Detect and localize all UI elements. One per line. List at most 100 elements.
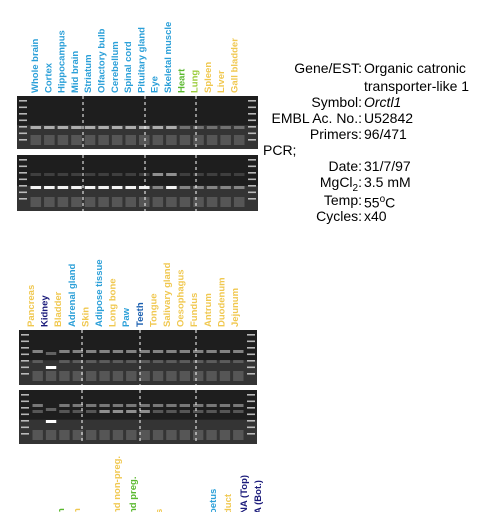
- ladder-band: [247, 426, 255, 429]
- lane-label: Paw: [121, 307, 132, 327]
- band: [72, 404, 83, 407]
- band: [220, 186, 231, 189]
- ladder-band: [21, 353, 29, 356]
- ladder-band: [21, 394, 29, 396]
- ladder-band: [19, 139, 27, 141]
- mgcl-value: 3.5 mM: [364, 174, 411, 190]
- lane-label: A (Bot.): [253, 480, 264, 512]
- band: [44, 126, 55, 129]
- lane-smear: [193, 197, 204, 207]
- band: [57, 173, 69, 176]
- band: [98, 173, 109, 176]
- lane-smear: [166, 135, 177, 145]
- lane-label: Duodenum: [216, 277, 227, 327]
- lane-label: Heart: [176, 68, 187, 93]
- lane-smear: [112, 371, 124, 381]
- band: [152, 173, 164, 176]
- band: [72, 410, 83, 413]
- lane-label: duct: [223, 493, 234, 512]
- band: [126, 404, 137, 407]
- band: [112, 404, 124, 407]
- ladder-band: [21, 400, 29, 403]
- band: [233, 410, 244, 413]
- lane-smear: [179, 197, 191, 207]
- lane-smear: [152, 135, 164, 145]
- ladder-band: [19, 159, 27, 161]
- lane-smear: [86, 430, 97, 440]
- ladder-band: [19, 172, 27, 174]
- ladder-band: [21, 420, 29, 422]
- lane-label: Tongue: [148, 293, 159, 327]
- lane-smear: [193, 135, 204, 145]
- lane-label: Oesophagus: [176, 269, 187, 327]
- ladder-band: [19, 191, 27, 194]
- ladder-band: [21, 433, 29, 435]
- lane-smear: [166, 371, 177, 381]
- lane-label: Spinal cord: [123, 41, 134, 93]
- band: [233, 404, 244, 407]
- lane-label: Liver: [216, 70, 227, 93]
- lane-smear: [152, 430, 164, 440]
- band: [139, 186, 150, 189]
- lane-smear: [44, 197, 55, 207]
- lane-label: Kidney: [40, 295, 51, 327]
- band: [99, 350, 110, 353]
- band: [86, 404, 97, 407]
- band: [206, 173, 218, 176]
- band: [152, 404, 164, 407]
- temp-value: 55oC: [364, 192, 395, 211]
- band: [112, 410, 124, 413]
- lane-smear: [179, 430, 190, 440]
- lane-label: Salivary gland: [162, 262, 173, 327]
- lane-label: Skin: [80, 307, 91, 327]
- lane-smear: [193, 430, 204, 440]
- lane-smear: [72, 371, 83, 381]
- lane-smear: [139, 430, 150, 440]
- lane-label: Striatum: [83, 54, 94, 93]
- ladder-band: [247, 420, 255, 422]
- lane-smear: [139, 197, 150, 207]
- ladder-band: [247, 360, 255, 362]
- date-value: 31/7/97: [364, 158, 411, 174]
- band: [111, 126, 123, 129]
- embl-value: U52842: [364, 110, 414, 126]
- lane-label: Long bone: [108, 278, 119, 327]
- lane-label: Pituitary gland: [136, 27, 147, 93]
- ladder-band: [248, 100, 256, 102]
- ladder-band: [247, 407, 255, 409]
- mgcl-label: MgCl2:: [320, 174, 362, 197]
- band: [166, 404, 177, 407]
- band: [139, 173, 150, 176]
- ladder-band: [247, 334, 255, 336]
- band: [219, 360, 231, 363]
- band: [166, 350, 177, 353]
- ladder-band: [21, 334, 29, 336]
- lane-smear: [139, 371, 150, 381]
- lane-label: Gall bladder: [230, 38, 241, 93]
- ladder-band: [21, 407, 29, 409]
- ladder-band: [248, 198, 256, 200]
- lane-smear: [30, 135, 42, 145]
- band: [179, 173, 191, 176]
- band: [206, 186, 218, 189]
- lane-smear: [32, 371, 43, 381]
- ladder-band: [19, 185, 27, 187]
- band: [139, 360, 150, 363]
- temp-label: Temp:: [323, 192, 362, 208]
- band: [233, 173, 245, 176]
- lane-label: Cortex: [43, 62, 54, 93]
- band: [125, 186, 136, 189]
- lane-smear: [166, 197, 177, 207]
- lane-smear: [44, 135, 55, 145]
- band: [206, 360, 217, 363]
- band: [152, 360, 164, 363]
- ladder-band: [248, 139, 256, 141]
- lane-label: Hippocampus: [57, 30, 68, 93]
- band: [57, 126, 69, 129]
- band: [30, 186, 42, 189]
- ladder-band: [19, 100, 27, 102]
- symbol-value: Orctl1: [364, 94, 402, 110]
- ladder-band: [19, 119, 27, 122]
- primers-label: Primers:: [309, 126, 362, 142]
